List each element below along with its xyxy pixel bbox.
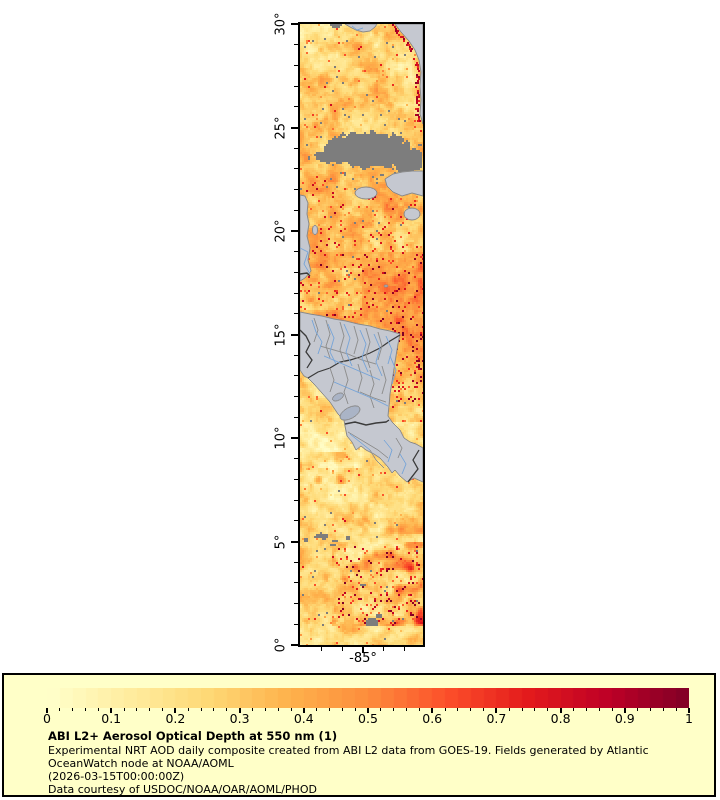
legend-title: ABI L2+ Aerosol Optical Depth at 550 nm …: [48, 729, 338, 743]
lat-tick-label: 5°: [273, 534, 289, 549]
lon-minor-tick: [321, 647, 323, 651]
legend-description-line1: Experimental NRT AOD daily composite cre…: [48, 744, 649, 757]
lon-minor-tick: [341, 647, 343, 651]
lat-major-tick: [291, 437, 298, 439]
lat-tick-label: 0°: [273, 637, 289, 653]
map-frame: [298, 22, 425, 647]
lat-tick-label: 10°: [273, 426, 289, 450]
aod-map-raster: [300, 24, 423, 645]
lat-tick-label: 20°: [273, 219, 289, 243]
legend-date: (2026-03-15T00:00:00Z): [48, 770, 185, 783]
lat-major-tick: [291, 333, 298, 336]
lon-minor-tick: [403, 647, 405, 651]
legend-description-line2: OceanWatch node at NOAA/AOML: [48, 757, 234, 770]
lat-major-tick: [291, 540, 298, 543]
lat-major-tick: [291, 644, 298, 646]
lat-tick-label: 15°: [273, 322, 289, 347]
lat-major-tick: [291, 126, 298, 129]
lat-major-tick: [291, 230, 298, 232]
lat-tick-label: 30°: [273, 12, 289, 36]
lat-tick-label: 25°: [273, 115, 289, 140]
lon-tick-label: -85°: [349, 651, 377, 666]
colorbar: [47, 688, 689, 708]
legend-courtesy: Data courtesy of USDOC/NOAA/OAR/AOML/PHO…: [48, 783, 317, 796]
lat-major-tick: [291, 23, 298, 25]
lon-minor-tick: [383, 647, 385, 651]
